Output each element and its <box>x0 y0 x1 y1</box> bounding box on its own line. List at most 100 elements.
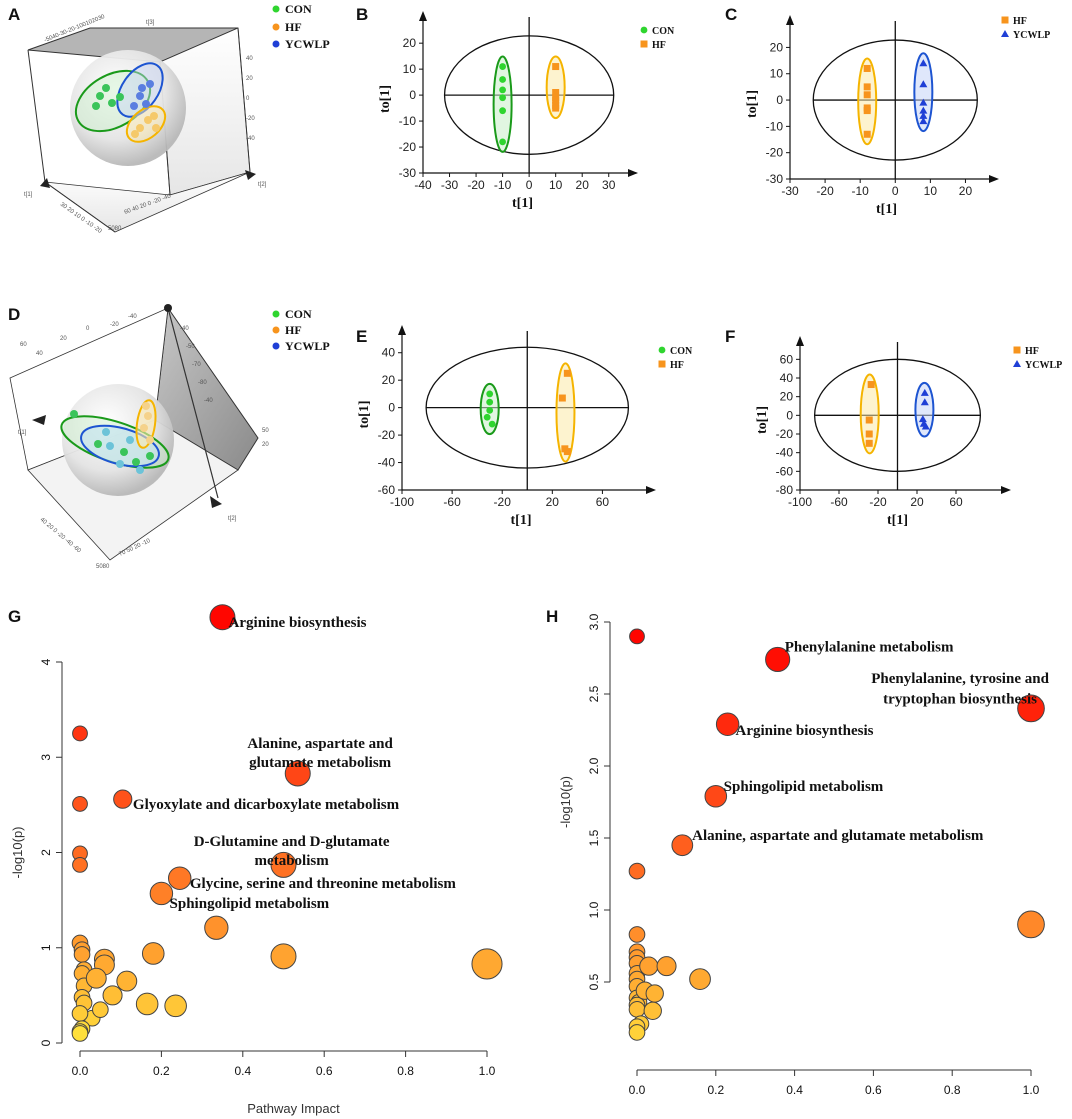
panel-label-g: G <box>8 607 21 626</box>
e-legend-label-hf: HF <box>670 360 684 371</box>
c-legend-marker-hf <box>1001 16 1009 24</box>
panel-label-d: D <box>8 305 20 324</box>
c-x-tick-label: -30 <box>781 184 799 198</box>
panel-label-f: F <box>725 327 735 346</box>
g-x-tick-label: 0.0 <box>72 1064 89 1078</box>
f-y-tick-label: -20 <box>776 427 794 441</box>
c-x-tick-label: -10 <box>852 184 870 198</box>
g-pathway-bubble <box>113 789 133 809</box>
e-x-tick-label: -60 <box>443 495 461 509</box>
f-x-tick-label: -100 <box>788 495 812 509</box>
g-pathway-label: metabolism <box>255 853 330 869</box>
a-axis-t3: t[3] <box>146 20 155 26</box>
b-legend-marker-hf <box>640 40 648 48</box>
h-pathway-bubble <box>628 1024 646 1041</box>
f-x-axis-label: t[1] <box>887 513 908 528</box>
c-y-tick-label: 10 <box>770 67 784 81</box>
c-ellipse-ycwlp <box>913 52 934 133</box>
c-x-axis-label: t[1] <box>876 202 897 217</box>
h-pathway-label: tryptophan biosynthesis <box>883 691 1037 707</box>
svg-text:5080: 5080 <box>96 564 110 570</box>
g-pathway-bubble <box>135 992 159 1016</box>
h-pathway-bubble <box>628 1001 646 1018</box>
b-point-con <box>499 63 506 70</box>
g-pathway-bubble <box>102 985 123 1006</box>
e-point-con <box>486 390 494 398</box>
svg-text:0: 0 <box>86 326 90 332</box>
f-y-tick-label: 0 <box>786 408 793 422</box>
g-pathway-bubble <box>92 1001 109 1018</box>
panel-label-b: B <box>356 5 368 24</box>
f-x-tick-label: 20 <box>910 495 924 509</box>
g-pathway-bubble <box>164 994 187 1018</box>
g-pathway-bubble <box>284 760 311 787</box>
b-ellipse-con <box>492 55 513 153</box>
b-x-tick-label: -40 <box>414 178 432 192</box>
b-x-tick-label: -10 <box>494 178 512 192</box>
g-pathway-label: Sphingolipid metabolism <box>170 896 330 912</box>
e-x-tick-label: 20 <box>546 495 560 509</box>
f-x-tick-label: -60 <box>830 495 848 509</box>
h-pathway-label: Phenylalanine metabolism <box>785 639 954 655</box>
f-y-tick-label: 20 <box>780 390 794 404</box>
h-pathway-label: Phenylalanine, tyrosine and <box>871 671 1049 687</box>
svg-text:-70: -70 <box>192 362 201 368</box>
legend-d-hf: HF <box>285 323 302 337</box>
h-pathway-bubble <box>628 862 646 880</box>
legend-a: CON HF YCWLP <box>272 2 330 51</box>
g-pathway-bubble <box>167 866 192 890</box>
legend-a-hf: HF <box>285 20 302 34</box>
h-y-tick-label: 1.5 <box>587 829 601 846</box>
f-legend-marker-hf <box>1013 346 1021 354</box>
c-legend-label-hf: HF <box>1013 16 1027 27</box>
g-pathway-label: Arginine biosynthesis <box>229 615 367 631</box>
e-y-tick-label: 20 <box>382 373 396 387</box>
e-point-hf <box>563 448 571 456</box>
e-ellipse-hf <box>555 362 576 463</box>
h-y-tick-label: 2.5 <box>587 685 601 702</box>
e-x-axis-label: t[1] <box>511 513 532 528</box>
b-legend-label-con: CON <box>652 26 675 37</box>
c-y-axis-arrow <box>786 15 794 25</box>
e-point-con <box>483 413 491 421</box>
h-pathway-bubble <box>628 926 646 943</box>
h-x-tick-label: 0.4 <box>786 1083 803 1097</box>
legend-a-con: CON <box>285 2 312 16</box>
d-axis-t2: t[2] <box>228 516 237 522</box>
e-y-tick-label: -40 <box>378 456 396 470</box>
e-legend-marker-con <box>658 346 666 354</box>
c-y-tick-label: -20 <box>766 146 784 160</box>
f-point-hf <box>867 381 875 389</box>
b-point-con <box>499 86 506 94</box>
b-y-tick-label: -20 <box>399 140 417 154</box>
g-x-tick-label: 1.0 <box>479 1064 496 1078</box>
c-x-tick-label: 10 <box>924 184 938 198</box>
g-pathway-bubble <box>204 915 229 940</box>
f-point-hf <box>865 416 873 424</box>
legend-d-con: CON <box>285 307 312 321</box>
f-x-axis-arrow <box>1001 486 1011 494</box>
c-y-tick-label: 0 <box>776 93 783 107</box>
c-y-tick-label: -10 <box>766 119 784 133</box>
b-y-tick-label: -30 <box>399 166 417 180</box>
h-y-tick-label: 0.5 <box>587 973 601 990</box>
d-points <box>70 402 154 474</box>
h-pathway-bubble <box>639 956 659 976</box>
e-y-axis-arrow <box>398 325 406 335</box>
g-pathway-label: glutamate metabolism <box>249 755 392 771</box>
svg-text:5080: 5080 <box>108 226 122 232</box>
panel-label-e: E <box>356 327 367 346</box>
f-x-tick-label: 60 <box>949 495 963 509</box>
h-pathway-bubble <box>645 984 664 1003</box>
f-y-tick-label: 60 <box>780 352 794 366</box>
f-legend-label-hf: HF <box>1025 346 1039 357</box>
g-y-tick-label: 0 <box>39 1039 53 1046</box>
b-x-tick-label: 10 <box>549 178 563 192</box>
b-y-tick-label: 0 <box>409 88 416 102</box>
c-legend-label-ycwlp: YCWLP <box>1013 30 1050 41</box>
g-x-tick-label: 0.4 <box>234 1064 251 1078</box>
h-y-tick-label: 2.0 <box>587 757 601 774</box>
b-legend-marker-con <box>640 26 648 34</box>
panel-c-opls-da-plot: -30 -20 -10 0 10 20 -30 -20 -10 0 10 20 t[1] to[1] HF Y… <box>745 15 1050 217</box>
